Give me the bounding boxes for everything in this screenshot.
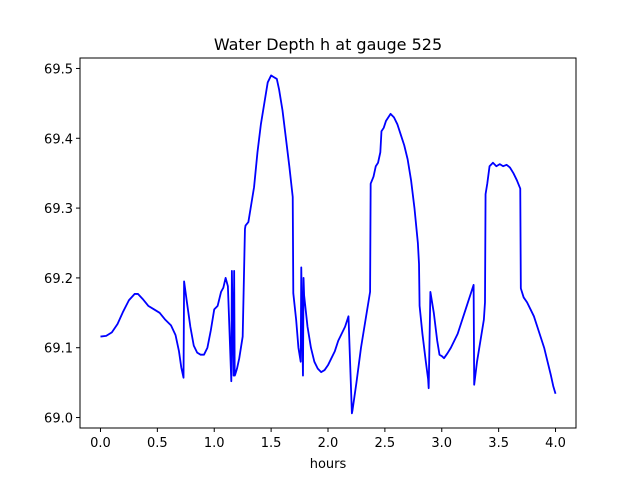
plot-area <box>79 57 577 429</box>
x-tick-label: 1.5 <box>261 436 282 451</box>
y-tick-label: 69.0 <box>44 412 73 427</box>
y-tick-label: 69.4 <box>44 132 73 147</box>
y-tick-label: 69.2 <box>44 272 73 287</box>
series-layer <box>100 74 557 415</box>
series-line <box>100 74 557 415</box>
plot-background <box>80 58 576 428</box>
x-tick-label: 3.0 <box>431 436 452 451</box>
x-tick-label: 0.0 <box>90 436 111 451</box>
chart-title: Water Depth h at gauge 525 <box>214 35 442 54</box>
x-tick-label: 2.5 <box>375 436 396 451</box>
y-tick-label: 69.3 <box>44 202 73 217</box>
y-tick-label: 69.1 <box>44 342 73 357</box>
x-axis: 0.0 0.5 1.0 1.5 2.0 2.5 3.0 3.5 4.0 <box>90 428 566 451</box>
x-tick-label: 4.0 <box>545 436 566 451</box>
x-axis-label: hours <box>310 457 347 472</box>
y-axis: 69.0 69.1 69.2 69.3 69.4 69.5 <box>44 62 80 427</box>
x-tick-label: 3.5 <box>488 436 509 451</box>
x-tick-label: 2.0 <box>318 436 339 451</box>
x-tick-label: 0.5 <box>147 436 168 451</box>
y-tick-label: 69.5 <box>44 62 73 77</box>
x-tick-label: 1.0 <box>204 436 225 451</box>
